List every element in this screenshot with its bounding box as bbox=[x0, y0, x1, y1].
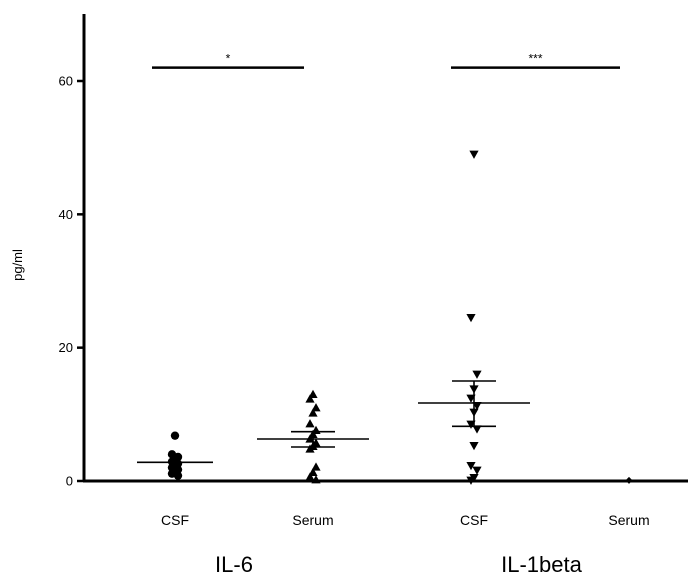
data-point bbox=[469, 441, 479, 451]
group-label: IL-6 bbox=[215, 552, 253, 577]
data-point bbox=[472, 425, 482, 434]
data-point bbox=[308, 408, 318, 417]
group-label: IL-1beta bbox=[501, 552, 582, 577]
y-tick-label: 0 bbox=[66, 474, 73, 489]
data-point bbox=[469, 150, 479, 159]
group-labels: IL-6 IL-1beta bbox=[215, 552, 583, 577]
data-point bbox=[305, 419, 315, 428]
data-points bbox=[167, 150, 633, 485]
data-point bbox=[466, 461, 476, 471]
x-tick-labels: CSF Serum CSF Serum bbox=[161, 512, 650, 528]
x-tick-label: CSF bbox=[460, 512, 488, 528]
x-tick-label: Serum bbox=[292, 512, 333, 528]
data-point bbox=[466, 476, 476, 485]
data-point bbox=[472, 466, 482, 475]
data-point bbox=[305, 444, 315, 453]
x-tick-label: CSF bbox=[161, 512, 189, 528]
data-point bbox=[472, 370, 482, 379]
mean-sem-bars bbox=[137, 380, 637, 482]
data-point bbox=[311, 403, 321, 412]
y-tick-label: 60 bbox=[59, 74, 73, 89]
y-tick-label: 40 bbox=[59, 207, 73, 222]
significance-label: *** bbox=[528, 52, 542, 66]
data-point bbox=[305, 472, 315, 481]
data-point bbox=[466, 313, 476, 323]
y-axis-label: pg/ml bbox=[10, 249, 25, 281]
x-tick-label: Serum bbox=[608, 512, 649, 528]
data-point bbox=[311, 462, 321, 471]
y-tick-label: 20 bbox=[59, 340, 73, 355]
y-ticks: 0 20 40 60 bbox=[59, 74, 84, 489]
significance-annotations: * *** bbox=[152, 52, 620, 69]
significance-label: * bbox=[226, 52, 231, 66]
data-point bbox=[311, 475, 321, 484]
data-point bbox=[305, 394, 315, 403]
data-point bbox=[170, 431, 180, 440]
data-point bbox=[173, 471, 183, 480]
